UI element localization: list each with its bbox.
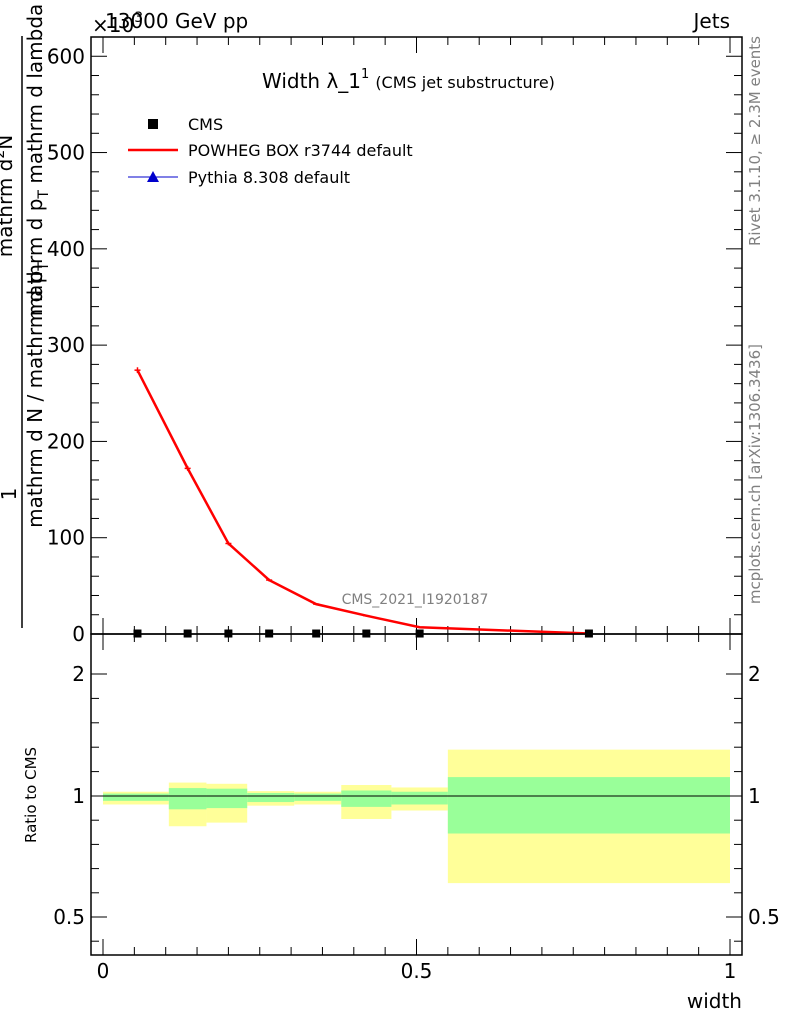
ratio-xtick-label: 0 [97,959,110,983]
ratio-ytick-label-right: 2 [748,662,761,686]
legend-label: CMS [188,115,223,134]
energy-label: 13000 GeV pp [105,9,248,33]
exponent-label: ×103 [92,10,143,37]
ratio-ytick-label-right: 0.5 [748,905,780,929]
ratio-xtick-label: 1 [724,959,737,983]
ratio-ytick-label: 1 [72,784,85,808]
main-ytick-label: 300 [47,333,85,357]
ratio-ytick-label-right: 1 [748,784,761,808]
ratio-inner-band [341,790,392,807]
rivet-label: Rivet 3.1.10, ≥ 2.3M events [746,36,764,246]
ratio-ytick-label: 0.5 [53,905,85,929]
analysis-watermark: CMS_2021_I1920187 [342,592,489,608]
ylabel-den-bottom: mathrm d pT mathrm d lambda [23,4,52,317]
ratio-inner-band [247,792,295,803]
main-ytick-label: 500 [47,141,85,165]
ratio-inner-band [447,777,730,834]
ratio-xtick-label: 0.5 [401,959,433,983]
main-ytick-label: 100 [47,526,85,550]
main-ytick-label: 200 [47,429,85,453]
ylabel-num-top: 1 [0,488,21,501]
ratio-inner-band [391,791,448,805]
main-ylabel: 1 mathrm d N / mathrm d pT mathrm d2N ma… [0,4,52,628]
x-axis-label: width [687,989,742,1013]
category-label: Jets [692,9,730,33]
legend-marker-cms [148,119,158,129]
main-ytick-label: 0 [72,622,85,646]
ratio-inner-band [103,793,169,801]
ratio-inner-band [168,788,207,810]
main-panel: 0 100 200 300 400 500 600 [47,36,743,646]
ratio-inner-band [294,793,342,801]
main-ytick-label: 600 [47,44,85,68]
powheg-line [136,369,589,635]
ratio-ylabel: Ratio to CMS [22,747,40,843]
legend-label: POWHEG BOX r3744 default [188,141,413,160]
main-ytick-label: 400 [47,237,85,261]
legend-label: Pythia 8.308 default [188,168,350,187]
ylabel-den-top: mathrm d2N [0,135,17,258]
mcplots-label: mcplots.cern.ch [arXiv:1306.3436] [746,344,764,604]
plot-title: Width λ_11 (CMS jet substructure) [262,67,555,93]
ratio-ytick-label: 2 [72,662,85,686]
ratio-inner-band [206,788,248,809]
ratio-panel: 0 0.5 1 0.5 0.5 1 1 2 2 [53,633,780,983]
legend: CMS POWHEG BOX r3744 default Pythia 8.308 … [128,115,413,187]
ylabel-num-bottom: mathrm d N / mathrm d pT [23,262,52,528]
legend-marker-pythia [147,171,159,182]
